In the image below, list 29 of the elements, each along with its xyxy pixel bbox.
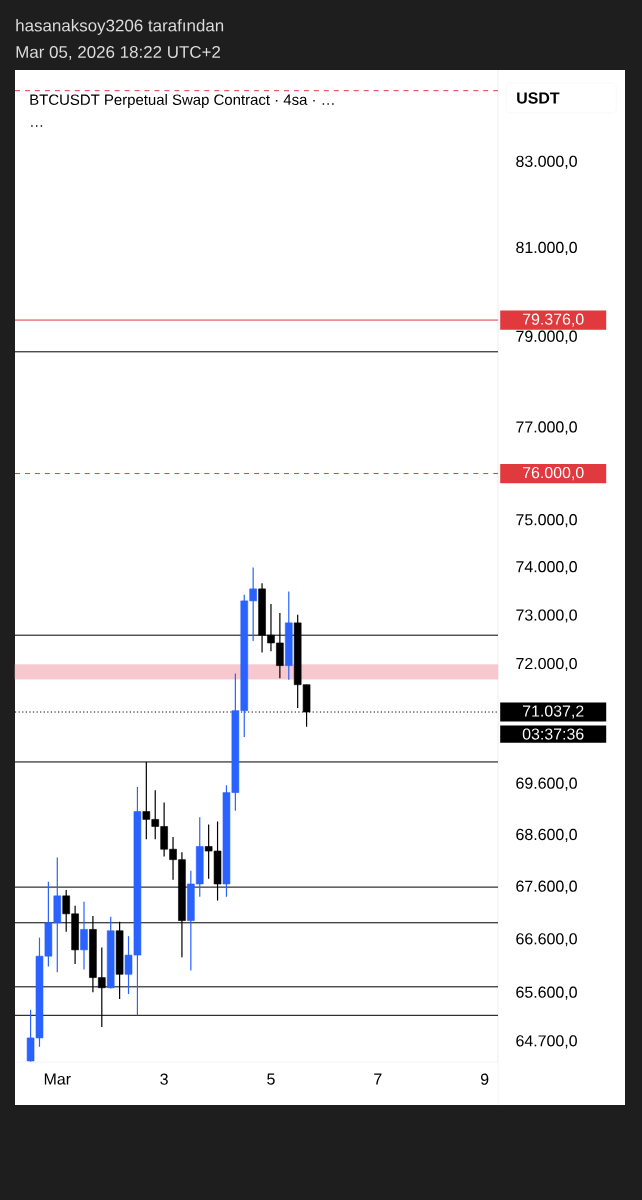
- text: BTCUSDT Perpetual Swap Contract · 4sa · …: [30, 94, 334, 108]
- x-tick-label: Mar: [44, 1073, 71, 1085]
- y-tick-label: 73.000,0: [516, 609, 577, 623]
- ref-line-label: 76.000,0: [522, 466, 584, 481]
- y-tick-label: 72.000,0: [516, 657, 577, 672]
- y-tick-label: 64.700,0: [516, 1035, 577, 1049]
- y-axis-title: USDT: [517, 92, 560, 104]
- y-tick-label: 66.600,0: [516, 933, 577, 947]
- x-tick-label: 3: [160, 1073, 168, 1085]
- y-tick-label: 68.600,0: [516, 828, 577, 842]
- y-tick-label: 69.600,0: [516, 777, 577, 791]
- ref-line-label: 79.376,0: [522, 313, 584, 327]
- text: 03:37:36: [522, 728, 584, 740]
- text: hasanaksoy3206 tarafından: [16, 19, 224, 35]
- candlestick: [80, 901, 88, 971]
- y-tick-label: 65.600,0: [516, 986, 577, 1000]
- y-tick-label: 81.000,0: [516, 241, 577, 255]
- y-tick-label: 74.000,0: [516, 561, 577, 575]
- y-tick-label: 67.600,0: [516, 880, 577, 894]
- y-tick-label: 77.000,0: [516, 421, 577, 435]
- x-tick-label: 9: [480, 1073, 489, 1085]
- x-tick-label: 7: [374, 1073, 382, 1085]
- ref-line-label: 71.037,2: [522, 705, 584, 719]
- y-tick-label: 75.000,0: [516, 514, 577, 528]
- text: Mar 05, 2026 18:22 UTC+2: [16, 45, 221, 60]
- y-tick-label: 79.000,0: [516, 330, 577, 344]
- x-tick-label: 5: [267, 1073, 275, 1085]
- y-tick-label: 83.000,0: [516, 155, 577, 169]
- text: …: [31, 125, 43, 127]
